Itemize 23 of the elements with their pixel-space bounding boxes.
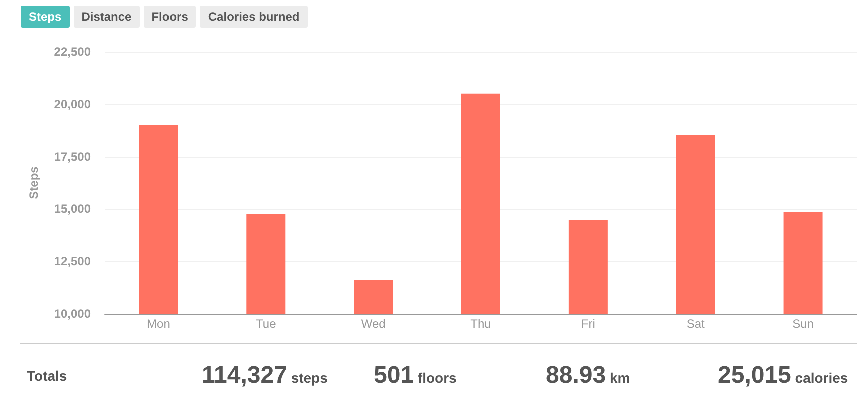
x-tick-label: Mon — [147, 317, 170, 331]
y-axis-title: Steps — [27, 166, 41, 200]
text: 501 floors — [374, 362, 457, 389]
x-tick-label: Tue — [256, 317, 277, 331]
text: Calories burned — [200, 6, 308, 28]
y-tick-label: 10,000 — [54, 307, 92, 321]
x-tick-label: Wed — [361, 317, 386, 331]
y-tick-label: 20,000 — [54, 97, 92, 112]
x-tick-label: Thu — [470, 317, 492, 331]
text: Steps — [21, 6, 70, 28]
x-tick-label: Sat — [686, 317, 706, 331]
x-tick-label: Sun — [792, 317, 814, 331]
y-tick-label: 12,500 — [54, 254, 92, 269]
text: 25,015 calories — [718, 362, 848, 389]
y-tick-label: 15,000 — [54, 202, 92, 216]
text: Distance — [74, 6, 140, 28]
y-tick-label: 22,500 — [54, 45, 92, 59]
x-tick-label: Fri — [581, 317, 596, 331]
text: Floors — [144, 6, 196, 28]
y-tick-label: 17,500 — [54, 150, 92, 164]
text: Totals — [27, 368, 68, 384]
text: 88.93 km — [546, 362, 630, 389]
text: 114,327 steps — [202, 362, 328, 389]
